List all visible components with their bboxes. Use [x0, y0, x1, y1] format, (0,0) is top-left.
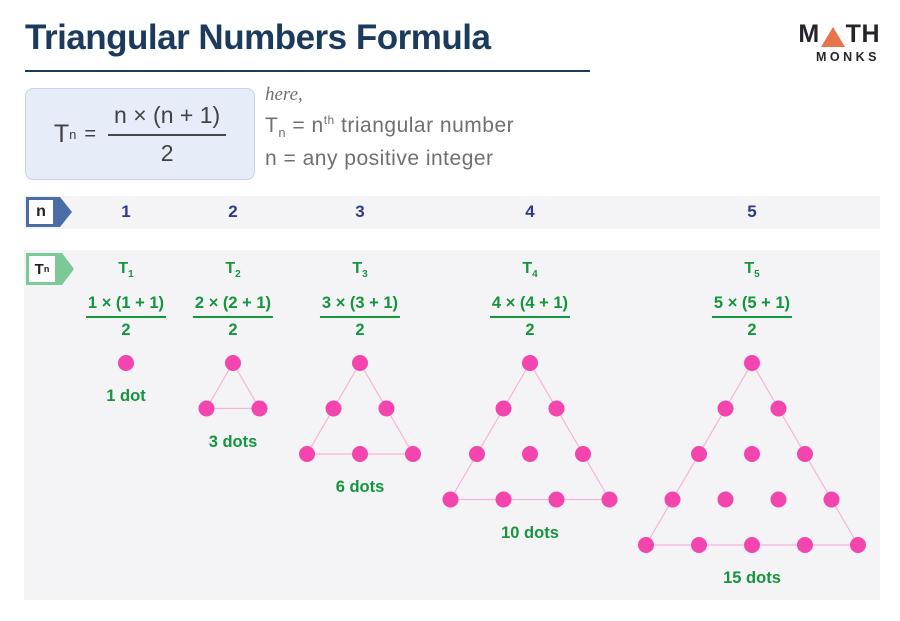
- fraction-numerator: 3 × (3 + 1): [319, 294, 401, 318]
- tn-fraction: 5 × (5 + 1) 2: [711, 294, 793, 340]
- logo-triangle-icon: [820, 27, 845, 47]
- explain-line2: n = any positive integer: [265, 147, 494, 171]
- fraction-denominator: 2: [228, 321, 238, 339]
- explain-here: here,: [265, 84, 303, 105]
- n-value: 3: [355, 202, 365, 221]
- fraction-numerator: 4 × (4 + 1): [489, 294, 571, 318]
- t-label-sub: 1: [128, 269, 134, 281]
- explain-sup: th: [323, 113, 335, 127]
- fraction-denominator: 2: [355, 321, 365, 339]
- tn-badge-arrow-icon: [62, 253, 74, 285]
- logo-text-th: TH: [845, 20, 880, 48]
- dots-count-label: 15 dots: [723, 569, 781, 587]
- formula-denominator: 2: [160, 139, 174, 166]
- n-value: 4: [525, 202, 535, 221]
- formula-fraction: n × (n + 1) 2: [108, 102, 227, 167]
- logo-math-row: M TH: [784, 22, 880, 47]
- t-label-base: T: [118, 260, 129, 277]
- logo-text-m: M: [798, 20, 820, 48]
- n-badge-arrow-icon: [60, 197, 72, 227]
- formula-explanation: here, Tn = nth triangular number n = any…: [265, 84, 514, 171]
- fraction-numerator: 1 × (1 + 1): [85, 294, 167, 318]
- formula-equals: =: [84, 122, 97, 145]
- t-label: T4: [522, 260, 537, 280]
- n-value: 2: [228, 202, 238, 221]
- formula-t-sub: n: [69, 126, 77, 142]
- dots-count-label: 3 dots: [208, 432, 258, 451]
- fraction-numerator: 2 × (2 + 1): [192, 294, 274, 318]
- t-label-base: T: [744, 260, 755, 277]
- n-row-band: n 1 2 3 4 5: [24, 196, 880, 229]
- math-monks-logo: M TH MONKS: [784, 22, 880, 65]
- tn-badge-arrow-stem: [58, 253, 62, 285]
- formula-numerator: n × (n + 1): [108, 102, 227, 136]
- explain-rest: triangular number: [334, 114, 515, 137]
- t-label-sub: 4: [532, 269, 538, 281]
- formula-t: T: [53, 119, 70, 148]
- t-label-sub: 5: [754, 269, 760, 281]
- explain-t: T: [265, 114, 279, 137]
- tn-fraction: 3 × (3 + 1) 2: [319, 294, 401, 340]
- fraction-denominator: 2: [747, 321, 757, 339]
- fraction-numerator: 5 × (5 + 1): [711, 294, 793, 318]
- tn-fraction: 2 × (2 + 1) 2: [192, 294, 274, 340]
- tn-badge-base: T: [34, 260, 44, 278]
- t-label-sub: 3: [362, 269, 368, 281]
- logo-text-monks: MONKS: [815, 50, 880, 64]
- fraction-denominator: 2: [525, 321, 535, 339]
- explain-mid: = n: [286, 114, 324, 137]
- n-badge-arrow-stem: [56, 197, 60, 227]
- n-badge-label: n: [26, 197, 56, 227]
- t-label: T5: [744, 260, 759, 280]
- page-title: Triangular Numbers Formula: [25, 18, 491, 57]
- n-badge: n: [26, 197, 72, 227]
- t-label-sub: 2: [235, 269, 241, 281]
- tn-fraction: 1 × (1 + 1) 2: [85, 294, 167, 340]
- dots-count-label: 6 dots: [335, 478, 385, 496]
- explain-t-sub: n: [278, 125, 287, 141]
- n-value: 5: [747, 202, 757, 221]
- t-label: T1: [118, 260, 133, 280]
- dots-count-label: 10 dots: [501, 523, 559, 542]
- t-label-base: T: [225, 260, 236, 277]
- fraction-denominator: 2: [121, 321, 131, 339]
- n-value: 1: [121, 202, 131, 221]
- tn-badge-sub: n: [43, 264, 50, 274]
- explain-line1: Tn = nth triangular number: [265, 113, 514, 140]
- t-label-base: T: [522, 260, 533, 277]
- t-label-base: T: [352, 260, 363, 277]
- dots-count-label: 1 dot: [106, 387, 146, 405]
- title-underline: [25, 70, 590, 72]
- tn-fraction: 4 × (4 + 1) 2: [489, 294, 571, 340]
- t-label: T3: [352, 260, 367, 280]
- t-label: T2: [225, 260, 240, 280]
